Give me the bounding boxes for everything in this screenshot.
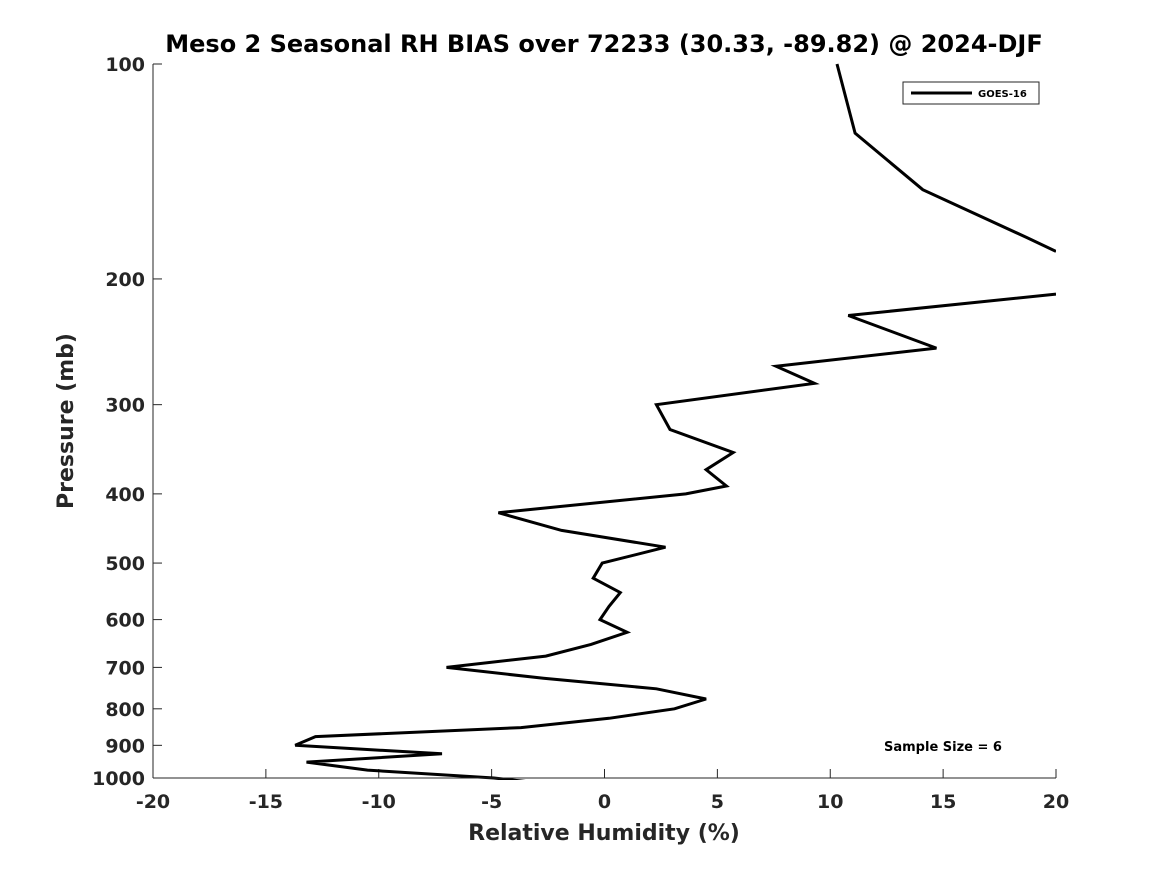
y-tick-label: 100 (105, 54, 145, 76)
x-tick-label: -5 (481, 791, 502, 813)
legend-label-goes-16: GOES-16 (978, 89, 1027, 100)
y-tick-label: 700 (105, 657, 145, 679)
axis-ticks: -20 -15 -10 -5 0 5 10 15 20 100 200 300 400 500 600 700… (92, 54, 1069, 813)
x-tick-label: 10 (817, 791, 843, 813)
series-line-goes-16 (294, 292, 1056, 780)
y-tick-label: 500 (105, 553, 145, 575)
x-tick-label: 15 (930, 791, 956, 813)
sample-size-annotation: Sample Size = 6 (884, 740, 1002, 755)
y-axis-label: Pressure (mb) (54, 333, 79, 509)
x-tick-label: 5 (711, 791, 724, 813)
y-tick-label: 200 (105, 269, 145, 291)
x-axis-label: Relative Humidity (%) (468, 821, 740, 846)
x-tick-label: -15 (249, 791, 283, 813)
x-tick-label: 0 (598, 791, 611, 813)
y-tick-label: 300 (105, 395, 145, 417)
x-tick-label: -10 (362, 791, 396, 813)
chart-title: Meso 2 Seasonal RH BIAS over 72233 (30.3… (165, 30, 1042, 58)
y-tick-label: 800 (105, 699, 145, 721)
y-tick-label: 400 (105, 484, 145, 506)
series-line-goes-16 (835, 63, 1056, 253)
y-tick-label: 900 (105, 735, 145, 757)
x-tick-label: 20 (1043, 791, 1069, 813)
x-tick-label: -20 (136, 791, 170, 813)
y-tick-label: 1000 (92, 768, 145, 790)
series-layer (294, 63, 1056, 780)
plot-frame (153, 64, 1056, 778)
legend: GOES-16 (902, 81, 1040, 105)
y-tick-label: 600 (105, 610, 145, 632)
